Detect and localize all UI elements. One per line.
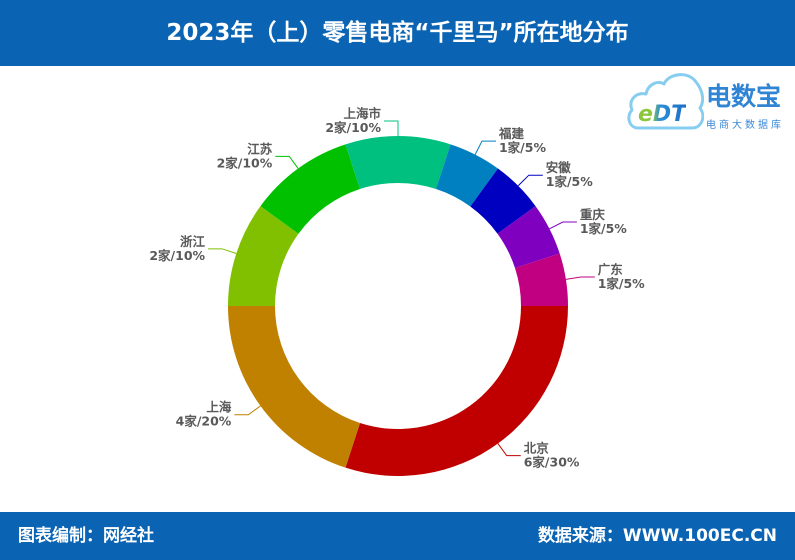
slice-label-name: 重庆	[580, 207, 606, 222]
slice-label-value: 4家/20%	[176, 414, 232, 429]
donut-slice	[228, 206, 299, 306]
logo-name: 电数宝	[706, 82, 782, 111]
slice-label-name: 浙江	[180, 234, 206, 249]
donut-slice	[345, 306, 568, 476]
leader-line	[208, 248, 237, 254]
slice-label-value: 1家/5%	[546, 174, 593, 189]
leader-line	[234, 405, 261, 416]
logo-tagline: 电商大数据库	[706, 120, 784, 131]
cloud-icon	[627, 73, 704, 130]
slice-label-name: 福建	[498, 126, 525, 141]
slice-label-name: 北京	[524, 441, 550, 456]
chart-title: 2023年（上）零售电商“千里马”所在地分布	[166, 19, 629, 46]
title-banner: 2023年（上）零售电商“千里马”所在地分布	[0, 0, 795, 66]
donut-slice	[436, 144, 498, 207]
leader-line	[474, 140, 496, 155]
slice-label-value: 1家/5%	[598, 276, 645, 291]
slice-label-value: 2家/10%	[217, 155, 273, 170]
footer-banner: 图表编制：网经社 数据来源：WWW.100EC.CN	[0, 512, 795, 560]
brand-logo: eDT 电数宝 电商大数据库	[626, 70, 791, 132]
donut-slice	[260, 144, 360, 234]
chart-area: eDT 电数宝 电商大数据库 北京 6家/30% 上海 4家/20% 浙江 2家/10% 江…	[0, 66, 795, 512]
data-source: 数据来源：WWW.100EC.CN	[537, 526, 777, 546]
slice-label-name: 上海市	[343, 106, 381, 121]
slice-label-value: 2家/10%	[325, 120, 381, 135]
donut-slice	[497, 206, 560, 268]
donut-slice	[345, 136, 451, 190]
slice-label-value: 2家/10%	[149, 248, 205, 263]
leader-line	[275, 155, 299, 169]
slice-label-name: 广东	[598, 262, 624, 277]
leader-line	[517, 174, 543, 187]
slice-label-value: 6家/30%	[524, 455, 580, 470]
slice-label-value: 1家/5%	[580, 221, 627, 236]
donut-slice	[470, 168, 536, 234]
leader-line	[549, 221, 577, 230]
slice-label-name: 上海	[206, 400, 232, 415]
leader-line	[497, 443, 521, 457]
donut-slice	[228, 306, 360, 468]
logo-mark: eDT	[638, 102, 687, 127]
donut-chart: 北京6家/30%上海4家/20%浙江2家/10%江苏2家/10%上海市2家/10…	[149, 106, 645, 476]
leader-line	[565, 276, 595, 280]
leader-line	[384, 120, 399, 136]
chart-compiler: 图表编制：网经社	[18, 526, 154, 546]
slice-label-name: 安徽	[546, 160, 572, 175]
slice-label-name: 江苏	[247, 141, 273, 156]
donut-slice	[514, 253, 568, 306]
slice-label-value: 1家/5%	[499, 140, 546, 155]
